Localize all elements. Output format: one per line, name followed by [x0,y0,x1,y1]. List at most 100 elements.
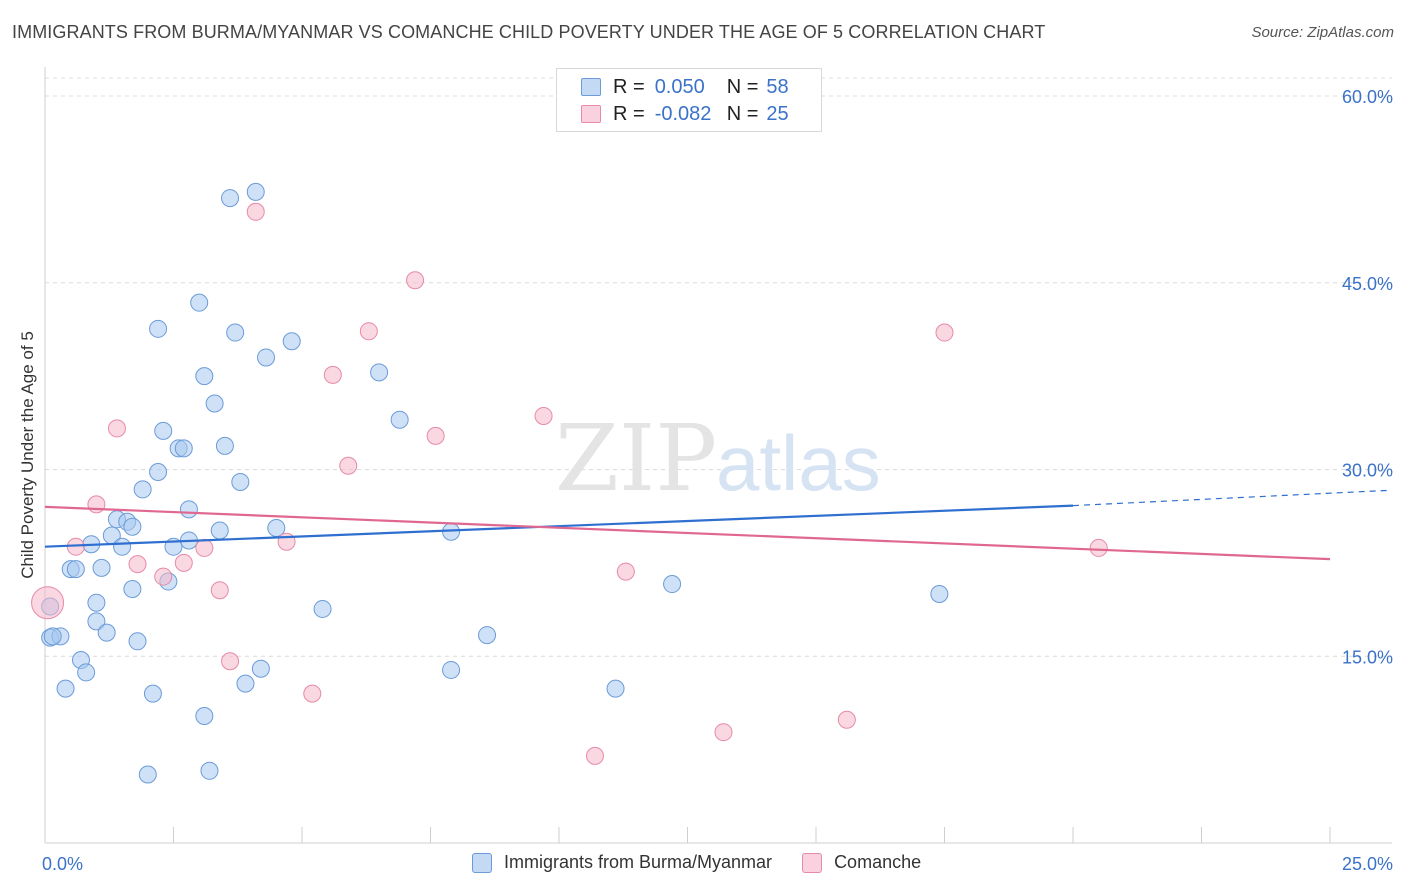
point-burma [215,436,234,455]
tick-labels: 15.0% 30.0% 45.0% 60.0% 0.0% 25.0% [42,87,1393,874]
point-comanche [714,723,733,742]
point-burma [97,623,116,642]
n-label: N = [726,102,759,125]
point-comanche [1089,538,1108,557]
point-burma [313,599,332,618]
point-burma [77,663,96,682]
point-comanche [128,555,147,574]
trend-line-comanche [44,505,1331,561]
trend-line-burma-extrapolated [1072,489,1389,507]
point-comanche [154,567,173,586]
y-tick-label: 45.0% [1342,274,1393,294]
point-burma [282,332,301,351]
watermark-atlas: atlas [716,419,881,507]
point-burma [87,612,106,631]
point-burma [190,293,209,312]
watermark-zip: ZIP [555,405,717,512]
point-burma [370,363,389,382]
r-label: R = [613,75,645,98]
point-burma [149,319,168,338]
point-comanche [87,495,106,514]
point-comanche [585,746,604,765]
point-burma [390,410,409,429]
stats-legend: R = 0.050 N = 58 R = -0.082 N = 25 [556,68,822,132]
point-burma [210,521,229,540]
r-label: R = [613,102,645,125]
y-axis-label: Child Poverty Under the Age of 5 [18,331,37,579]
trend-lines [44,489,1389,561]
stats-row-comanche: R = -0.082 N = 25 [581,101,789,127]
legend-label-comanche: Comanche [834,852,922,872]
point-burma [195,707,214,726]
point-comanche [534,406,553,425]
legend-swatch-burma [472,852,492,873]
y-tick-label: 15.0% [1342,647,1393,667]
point-comanche [339,456,358,475]
point-comanche [359,322,378,341]
point-burma [257,348,276,367]
point-comanche [426,426,445,445]
point-comanche [406,271,425,290]
point-burma [226,323,245,342]
point-burma [174,439,193,458]
point-comanche [303,684,322,703]
n-value: 58 [766,75,789,98]
point-burma [195,367,214,386]
point-burma [128,632,147,651]
point-burma [442,660,461,679]
point-burma [143,684,162,703]
point-burma [478,626,497,645]
point-burma [179,500,198,519]
y-tick-label: 60.0% [1342,87,1393,107]
n-label: N = [726,75,759,98]
point-burma [123,517,142,536]
point-burma [251,659,270,678]
point-burma [930,585,949,603]
point-comanche [31,586,65,620]
point-burma [149,462,168,481]
point-burma [43,627,62,646]
stats-swatch-comanche [581,105,601,123]
point-comanche [246,202,265,221]
point-burma [87,593,106,612]
point-burma [606,679,625,698]
grid-lines [45,77,1392,657]
watermark: ZIP atlas [555,405,881,512]
point-burma [154,421,173,440]
y-tick-label: 30.0% [1342,461,1393,481]
trend-line-burma [44,504,1074,548]
n-value: 25 [766,102,789,125]
legend-label-burma: Immigrants from Burma/Myanmar [504,852,773,872]
legend-item-comanche[interactable]: Comanche [802,852,921,873]
stats-row-burma: R = 0.050 N = 58 [581,74,789,100]
point-burma [231,472,250,491]
series-legend: Immigrants from Burma/Myanmar Comanche [472,852,951,873]
point-burma [56,679,75,698]
r-value: 0.050 [654,75,705,98]
point-comanche [616,562,635,581]
point-comanche [107,419,126,438]
point-burma [221,189,240,208]
point-burma [663,575,682,594]
point-comanche [935,323,954,342]
x-tick-label: 0.0% [42,854,83,874]
axes [44,67,1392,844]
point-burma [236,674,255,693]
chart-title: IMMIGRANTS FROM BURMA/MYANMAR VS COMANCH… [12,22,1046,42]
point-burma [200,761,219,780]
point-burma [66,560,85,579]
point-comanche [174,553,193,572]
point-comanche [210,581,229,600]
point-burma [92,558,111,577]
point-burma [113,537,132,556]
point-burma [133,480,152,499]
point-burma [246,182,265,201]
point-burma [138,765,157,784]
legend-item-burma[interactable]: Immigrants from Burma/Myanmar [472,852,772,873]
point-comanche [323,365,342,384]
point-burma [123,580,142,599]
point-comanche [837,710,856,729]
source-label: Source: ZipAtlas.com [1251,24,1394,41]
stats-swatch-burma [581,78,601,96]
